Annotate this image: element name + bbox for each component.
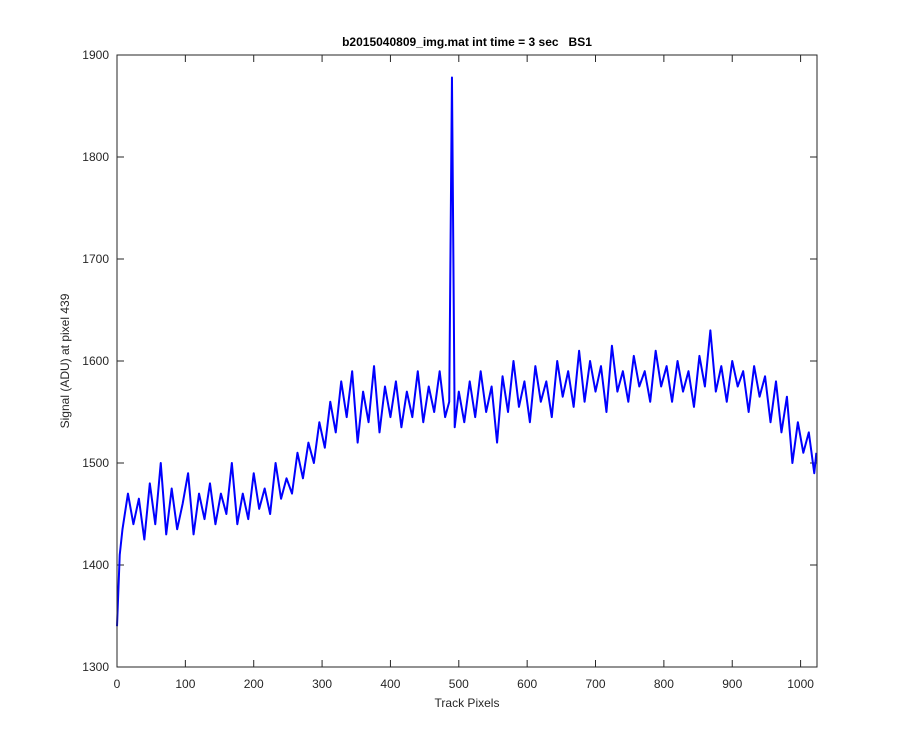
x-tick-label: 200 <box>244 677 264 691</box>
chart-title: b2015040809_img.mat int time = 3 sec BS1 <box>342 35 592 49</box>
x-tick-label: 900 <box>722 677 742 691</box>
x-tick-label: 1000 <box>787 677 814 691</box>
x-tick-label: 300 <box>312 677 332 691</box>
y-tick-label: 1400 <box>82 558 109 572</box>
y-tick-label: 1700 <box>82 252 109 266</box>
axes-box <box>116 54 818 668</box>
y-axis-label: Signal (ADU) at pixel 439 <box>58 293 72 428</box>
y-tick-label: 1900 <box>82 48 109 62</box>
x-tick-label: 0 <box>114 677 121 691</box>
x-axis-label: Track Pixels <box>435 696 500 710</box>
data-line <box>116 76 818 627</box>
y-tick-label: 1500 <box>82 456 109 470</box>
x-tick-label: 700 <box>586 677 606 691</box>
x-tick-label: 100 <box>175 677 195 691</box>
x-tick-label: 600 <box>517 677 537 691</box>
y-tick-label: 1600 <box>82 354 109 368</box>
x-tick-label: 400 <box>380 677 400 691</box>
y-tick-label: 1800 <box>82 150 109 164</box>
x-tick-label: 800 <box>654 677 674 691</box>
x-tick-label: 500 <box>449 677 469 691</box>
y-tick-label: 1300 <box>82 660 109 674</box>
